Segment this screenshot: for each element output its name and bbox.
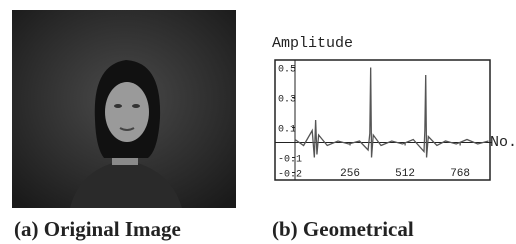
x-tick-label: 256	[340, 168, 360, 180]
y-tick-label: 0.3	[278, 95, 296, 106]
x-axis-label: No.	[490, 134, 516, 151]
y-tick-label: 0.5	[278, 65, 296, 76]
caption: (a) Original Image	[14, 217, 181, 241]
y-tick-label: 0.1	[278, 125, 296, 136]
x-tick-label: 768	[450, 168, 470, 180]
y-axis-label: Amplitude	[272, 35, 353, 52]
caption: (b) Geometrical	[272, 217, 414, 241]
photo	[12, 10, 236, 208]
figure: (a) Original Image (b) Geometrical Ampli…	[0, 0, 516, 244]
y-tick-label: -0.2	[278, 170, 302, 181]
x-tick-label: 512	[395, 168, 415, 180]
plot-frame	[275, 60, 490, 180]
y-tick-label: -0.1	[278, 155, 302, 166]
signal-line	[295, 68, 489, 158]
